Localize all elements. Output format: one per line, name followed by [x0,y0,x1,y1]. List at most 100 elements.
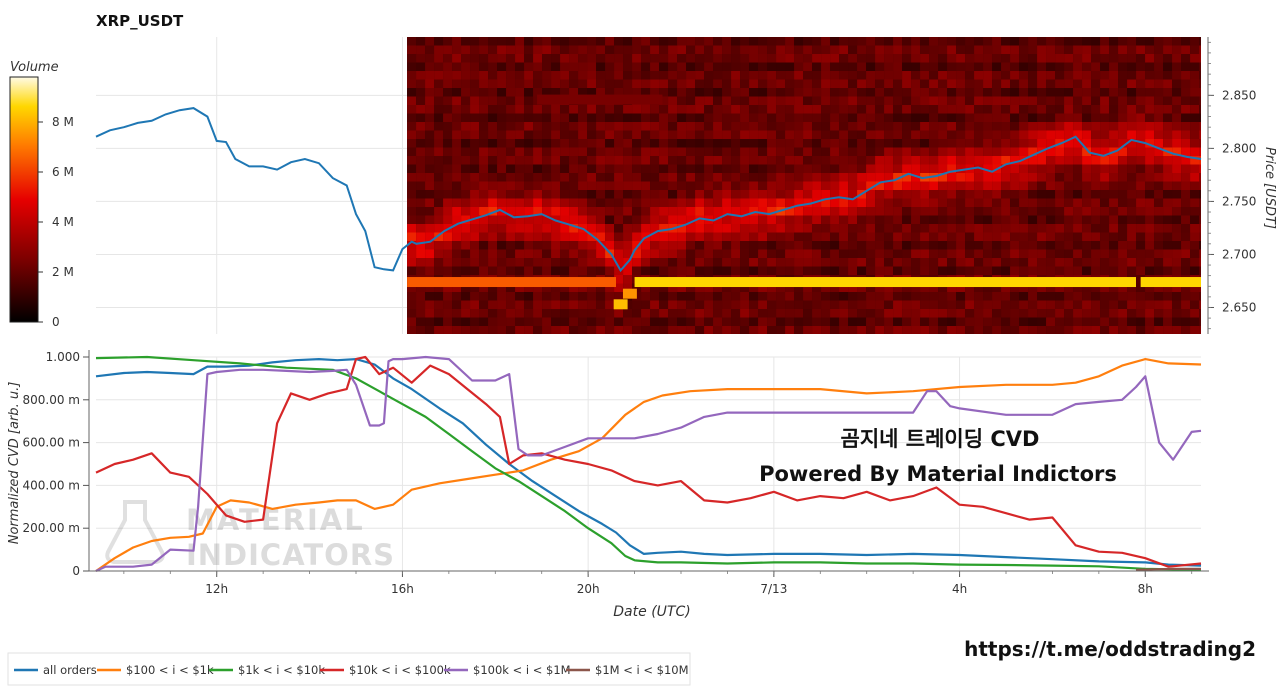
heatmap-cell [956,45,966,54]
heatmap-cell [794,54,804,63]
heatmap-cell [1118,190,1128,199]
heatmap-cell [1001,164,1011,173]
heatmap-cell [767,232,777,241]
heatmap-cell [1001,37,1011,46]
heatmap-cell [434,258,444,267]
heatmap-cell [722,147,732,156]
heatmap-cell [416,292,426,301]
heatmap-cell [1118,283,1128,292]
heatmap-cell [1046,300,1056,309]
heatmap-cell [542,224,552,233]
heatmap-cell [416,198,426,207]
heatmap-cell [551,105,561,114]
heatmap-cell [1046,139,1056,148]
heatmap-cell [1055,198,1065,207]
heatmap-cell [614,147,624,156]
heatmap-cell [722,45,732,54]
heatmap-cell [839,37,849,46]
heatmap-cell [560,241,570,250]
heatmap-cell [524,113,534,122]
heatmap-cell [677,309,687,318]
heatmap-cell [1181,164,1191,173]
heatmap-cell [983,249,993,258]
heatmap-cell [1100,258,1110,267]
heatmap-cell [425,130,435,139]
heatmap-cell [794,105,804,114]
heatmap-cell [686,292,696,301]
heatmap-cell [1172,45,1182,54]
heatmap-cell [1199,207,1201,216]
heatmap-cell [1073,139,1083,148]
heatmap-cell [758,130,768,139]
heatmap-cell [866,190,876,199]
heatmap-cell [659,96,669,105]
heatmap-cell [1028,139,1038,148]
heatmap-cell [1055,54,1065,63]
heatmap-cell [848,147,858,156]
heatmap-cell [1109,79,1119,88]
heatmap-cell [1055,173,1065,182]
heatmap-cell [713,207,723,216]
heatmap-cell [443,190,453,199]
heatmap-cell [605,181,615,190]
heatmap-cell [560,62,570,71]
heatmap-cell [1163,292,1173,301]
heatmap-cell [452,96,462,105]
heatmap-cell [1172,122,1182,131]
heatmap-cell [776,147,786,156]
heatmap-cell [416,54,426,63]
heatmap-cell [812,96,822,105]
heatmap-cell [704,207,714,216]
heatmap-cell [614,317,624,326]
heatmap-cell [488,96,498,105]
heatmap-cell [974,241,984,250]
heatmap-cell [713,164,723,173]
heatmap-cell [1145,54,1155,63]
heatmap-cell [452,173,462,182]
heatmap-cell [1082,241,1092,250]
heatmap-cell [659,147,669,156]
heatmap-cell [488,207,498,216]
heatmap-cell [1190,215,1200,224]
heatmap-cell [704,71,714,80]
heatmap-cell [695,266,705,275]
heatmap-cell [551,147,561,156]
heatmap-cell [857,88,867,97]
heatmap-cell [983,54,993,63]
heatmap-cell [1136,224,1146,233]
telegram-link[interactable]: https://t.me/oddstrading2 [964,637,1256,661]
heatmap-cell [875,62,885,71]
heatmap-cell [452,71,462,80]
heatmap-cell [452,79,462,88]
heatmap-cell [425,258,435,267]
heatmap-cell [623,232,633,241]
heatmap-cell [488,71,498,80]
heatmap-cell [623,241,633,250]
heatmap-cell [758,207,768,216]
heatmap-cell [515,122,525,131]
heatmap-cell [875,249,885,258]
heatmap-cell [1082,122,1092,131]
heatmap-cell [578,139,588,148]
heatmap-cell [1073,181,1083,190]
heatmap-cell [794,113,804,122]
heatmap-cell [722,232,732,241]
heatmap-cell [776,45,786,54]
heatmap-cell [686,164,696,173]
heatmap-cell [947,139,957,148]
heatmap-cell [884,164,894,173]
heatmap-cell [1163,54,1173,63]
heatmap-cell [677,88,687,97]
heatmap-cell [1073,283,1083,292]
heatmap-cell [434,147,444,156]
heatmap-cell [578,62,588,71]
heatmap-cell [569,326,579,334]
heatmap-cell [893,54,903,63]
heatmap-cell [434,96,444,105]
heatmap-cell [713,317,723,326]
heatmap-cell [992,249,1002,258]
heatmap-cell [1181,207,1191,216]
heatmap-cell [1145,164,1155,173]
